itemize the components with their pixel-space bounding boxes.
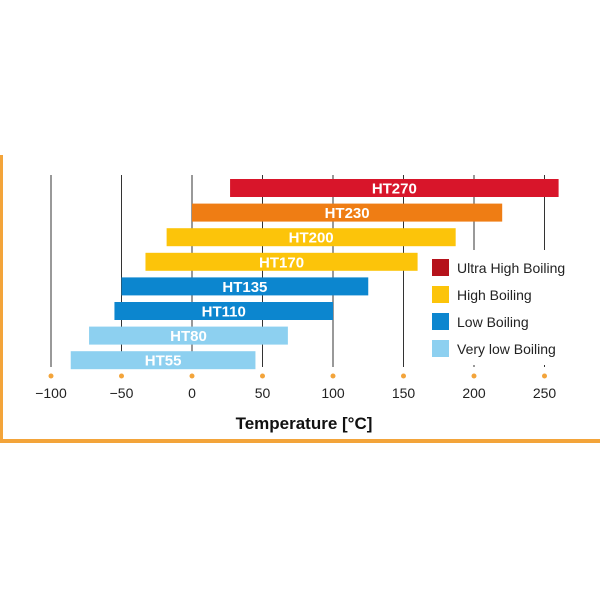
bar-label-ht80: HT80 [170, 328, 207, 345]
frame-bottom-border [0, 439, 600, 443]
tick-label-4: 100 [321, 385, 345, 401]
bar-label-ht170: HT170 [259, 254, 304, 271]
bar-ht270 [230, 179, 559, 197]
tick-dot-3 [260, 373, 265, 379]
tick-dot-2 [189, 373, 195, 379]
x-axis: −100 −50 0 50 100 150 200 250 [35, 373, 557, 401]
tick-label-6: 200 [462, 385, 486, 401]
tick-label-0: −100 [35, 385, 67, 401]
legend: Ultra High Boiling High Boiling Low Boilin… [423, 250, 585, 365]
bar-ht80 [89, 326, 288, 345]
tick-dot-5 [401, 373, 406, 379]
bar-label-ht55: HT55 [145, 353, 182, 370]
bar-ht55 [70, 351, 256, 370]
tick-label-2: 0 [188, 385, 196, 401]
bar-ht110 [114, 302, 333, 320]
legend-swatch-3 [432, 340, 449, 357]
bar-ht170 [145, 252, 418, 271]
legend-swatch-2 [432, 313, 449, 330]
bar-ht135 [121, 277, 369, 296]
legend-background [423, 250, 585, 365]
bar-label-ht230: HT230 [325, 205, 370, 222]
tick-dot-4 [330, 373, 336, 379]
bar-label-ht110: HT110 [202, 304, 246, 321]
tick-label-5: 150 [392, 385, 416, 401]
tick-label-7: 250 [533, 385, 557, 401]
legend-label-2: Low Boiling [457, 314, 529, 330]
tick-label-3: 50 [255, 385, 271, 401]
tick-dot-1 [119, 373, 124, 379]
legend-label-1: High Boiling [457, 287, 532, 303]
tick-label-1: −50 [110, 385, 134, 401]
legend-label-3: Very low Boiling [457, 341, 556, 357]
legend-swatch-1 [432, 286, 449, 303]
tick-dot-0 [48, 373, 54, 379]
bar-ht200 [166, 228, 456, 247]
bar-label-ht270: HT270 [372, 181, 417, 198]
frame-left-border [0, 155, 3, 442]
bar-ht230 [192, 203, 503, 222]
tick-dot-6 [471, 373, 477, 379]
bar-label-ht200: HT200 [289, 230, 334, 247]
bar-label-ht135: HT135 [222, 279, 267, 296]
x-axis-title: Temperature [°C] [236, 414, 373, 433]
legend-swatch-0 [432, 259, 449, 276]
legend-label-0: Ultra High Boiling [457, 260, 565, 276]
tick-dot-7 [542, 373, 547, 379]
